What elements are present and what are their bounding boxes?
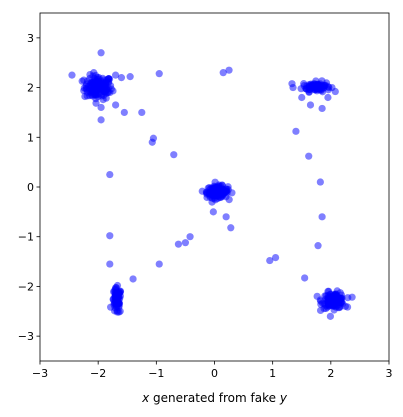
x-tick-label: 3 — [386, 367, 393, 380]
scatter-point-top-left — [97, 84, 105, 93]
scatter-point-outlier — [225, 66, 233, 74]
scatter-point-outlier — [289, 83, 297, 92]
scatter-point-outlier — [314, 242, 322, 250]
scatter-point-outlier — [174, 240, 183, 248]
scatter-point-outlier — [117, 74, 126, 82]
x-tick-label: 1 — [269, 367, 276, 380]
y-tick-label: 0 — [27, 181, 34, 194]
scatter-point-top-left — [97, 91, 105, 99]
scatter-point-top-right — [312, 77, 320, 85]
y-tick-label: 3 — [27, 32, 34, 45]
scatter-point-outlier — [318, 104, 326, 113]
scatter-point-outlier — [106, 232, 114, 240]
scatter-point-outlier — [186, 233, 194, 241]
scatter-point-bottom-right — [348, 293, 356, 301]
x-axis-label-part: generated from fake — [149, 391, 280, 405]
scatter-point-outlier — [341, 302, 349, 310]
y-tick-label: −3 — [18, 330, 34, 343]
scatter-point-center — [211, 178, 219, 186]
scatter-point-outlier — [292, 127, 300, 135]
scatter-point-bottom-right — [326, 296, 334, 304]
scatter-point-outlier — [120, 108, 128, 117]
scatter-point-outlier — [97, 116, 105, 124]
scatter-point-outlier — [324, 93, 332, 102]
scatter-point-outlier — [222, 213, 230, 221]
scatter-point-outlier — [305, 152, 313, 160]
scatter-point-center — [225, 196, 233, 204]
scatter-point-outlier — [106, 260, 114, 268]
scatter-point-outlier — [68, 71, 76, 79]
x-tick-label: −2 — [90, 367, 106, 380]
scatter-point-outlier — [219, 69, 227, 77]
scatter-point-outlier — [266, 256, 274, 265]
scatter-point-top-left — [84, 82, 93, 90]
y-axis-ticks: −3 −2 −1 0 1 2 3 — [18, 32, 40, 343]
scatter-point-outlier — [155, 260, 163, 268]
scatter-point-outlier — [129, 275, 137, 283]
y-tick-label: −2 — [18, 280, 34, 293]
scatter-point-outlier — [106, 88, 114, 97]
scatter-point-top-right — [331, 87, 339, 96]
scatter-point-outlier — [112, 71, 120, 79]
scatter-point-top-left — [78, 77, 86, 85]
scatter-point-center — [202, 188, 210, 196]
scatter-point-top-right — [317, 86, 325, 95]
scatter-point-outlier — [306, 101, 315, 109]
scatter-point-bottom-right — [335, 298, 343, 306]
scatter-point-outlier — [97, 49, 105, 57]
scatter-point-bottom-left — [113, 281, 122, 290]
scatter-point-outlier — [324, 287, 332, 295]
scatter-point-top-right — [306, 82, 314, 90]
scatter-point-outlier — [227, 224, 235, 232]
scatter-point-bottom-left — [111, 304, 119, 312]
scatter-point-bottom-left — [111, 289, 119, 297]
scatter-point-top-right — [311, 83, 319, 91]
scatter-point-outlier — [112, 101, 120, 109]
scatter-point-top-right — [325, 84, 333, 92]
x-axis-label-part: x — [141, 391, 150, 405]
scatter-point-outlier — [106, 170, 114, 179]
x-tick-label: −1 — [148, 367, 164, 380]
scatter-point-outlier — [126, 73, 134, 81]
scatter-point-outlier — [271, 253, 280, 262]
x-axis-label: x generated from fake y — [141, 391, 288, 405]
scatter-points — [68, 49, 356, 320]
scatter-point-outlier — [138, 108, 146, 117]
scatter-point-outlier — [298, 93, 306, 102]
scatter-point-outlier — [148, 138, 156, 146]
scatter-point-outlier — [301, 274, 309, 282]
scatter-point-outlier — [170, 151, 178, 159]
y-tick-label: −1 — [18, 231, 34, 244]
x-tick-label: −3 — [32, 367, 48, 380]
scatter-point-outlier — [316, 178, 324, 186]
scatter-point-bottom-right — [316, 296, 324, 304]
scatter-point-outlier — [155, 70, 163, 78]
scatter-point-center — [211, 189, 220, 198]
scatter-point-outlier — [97, 103, 105, 112]
y-tick-label: 2 — [27, 82, 34, 95]
scatter-point-top-left — [100, 78, 108, 86]
scatter-point-outlier — [318, 213, 326, 221]
x-axis-ticks: −3 −2 −1 0 1 2 3 — [32, 361, 393, 380]
scatter-point-top-left — [86, 71, 94, 79]
scatter-point-outlier — [181, 239, 190, 247]
x-tick-label: 2 — [327, 367, 334, 380]
x-axis-label-part: y — [279, 391, 288, 405]
scatter-point-bottom-right — [326, 312, 334, 320]
y-tick-label: 1 — [27, 131, 34, 144]
x-tick-label: 0 — [211, 367, 218, 380]
scatter-point-outlier — [209, 208, 217, 216]
scatter-point-top-left — [83, 92, 91, 100]
scatter-point-center — [218, 190, 227, 198]
